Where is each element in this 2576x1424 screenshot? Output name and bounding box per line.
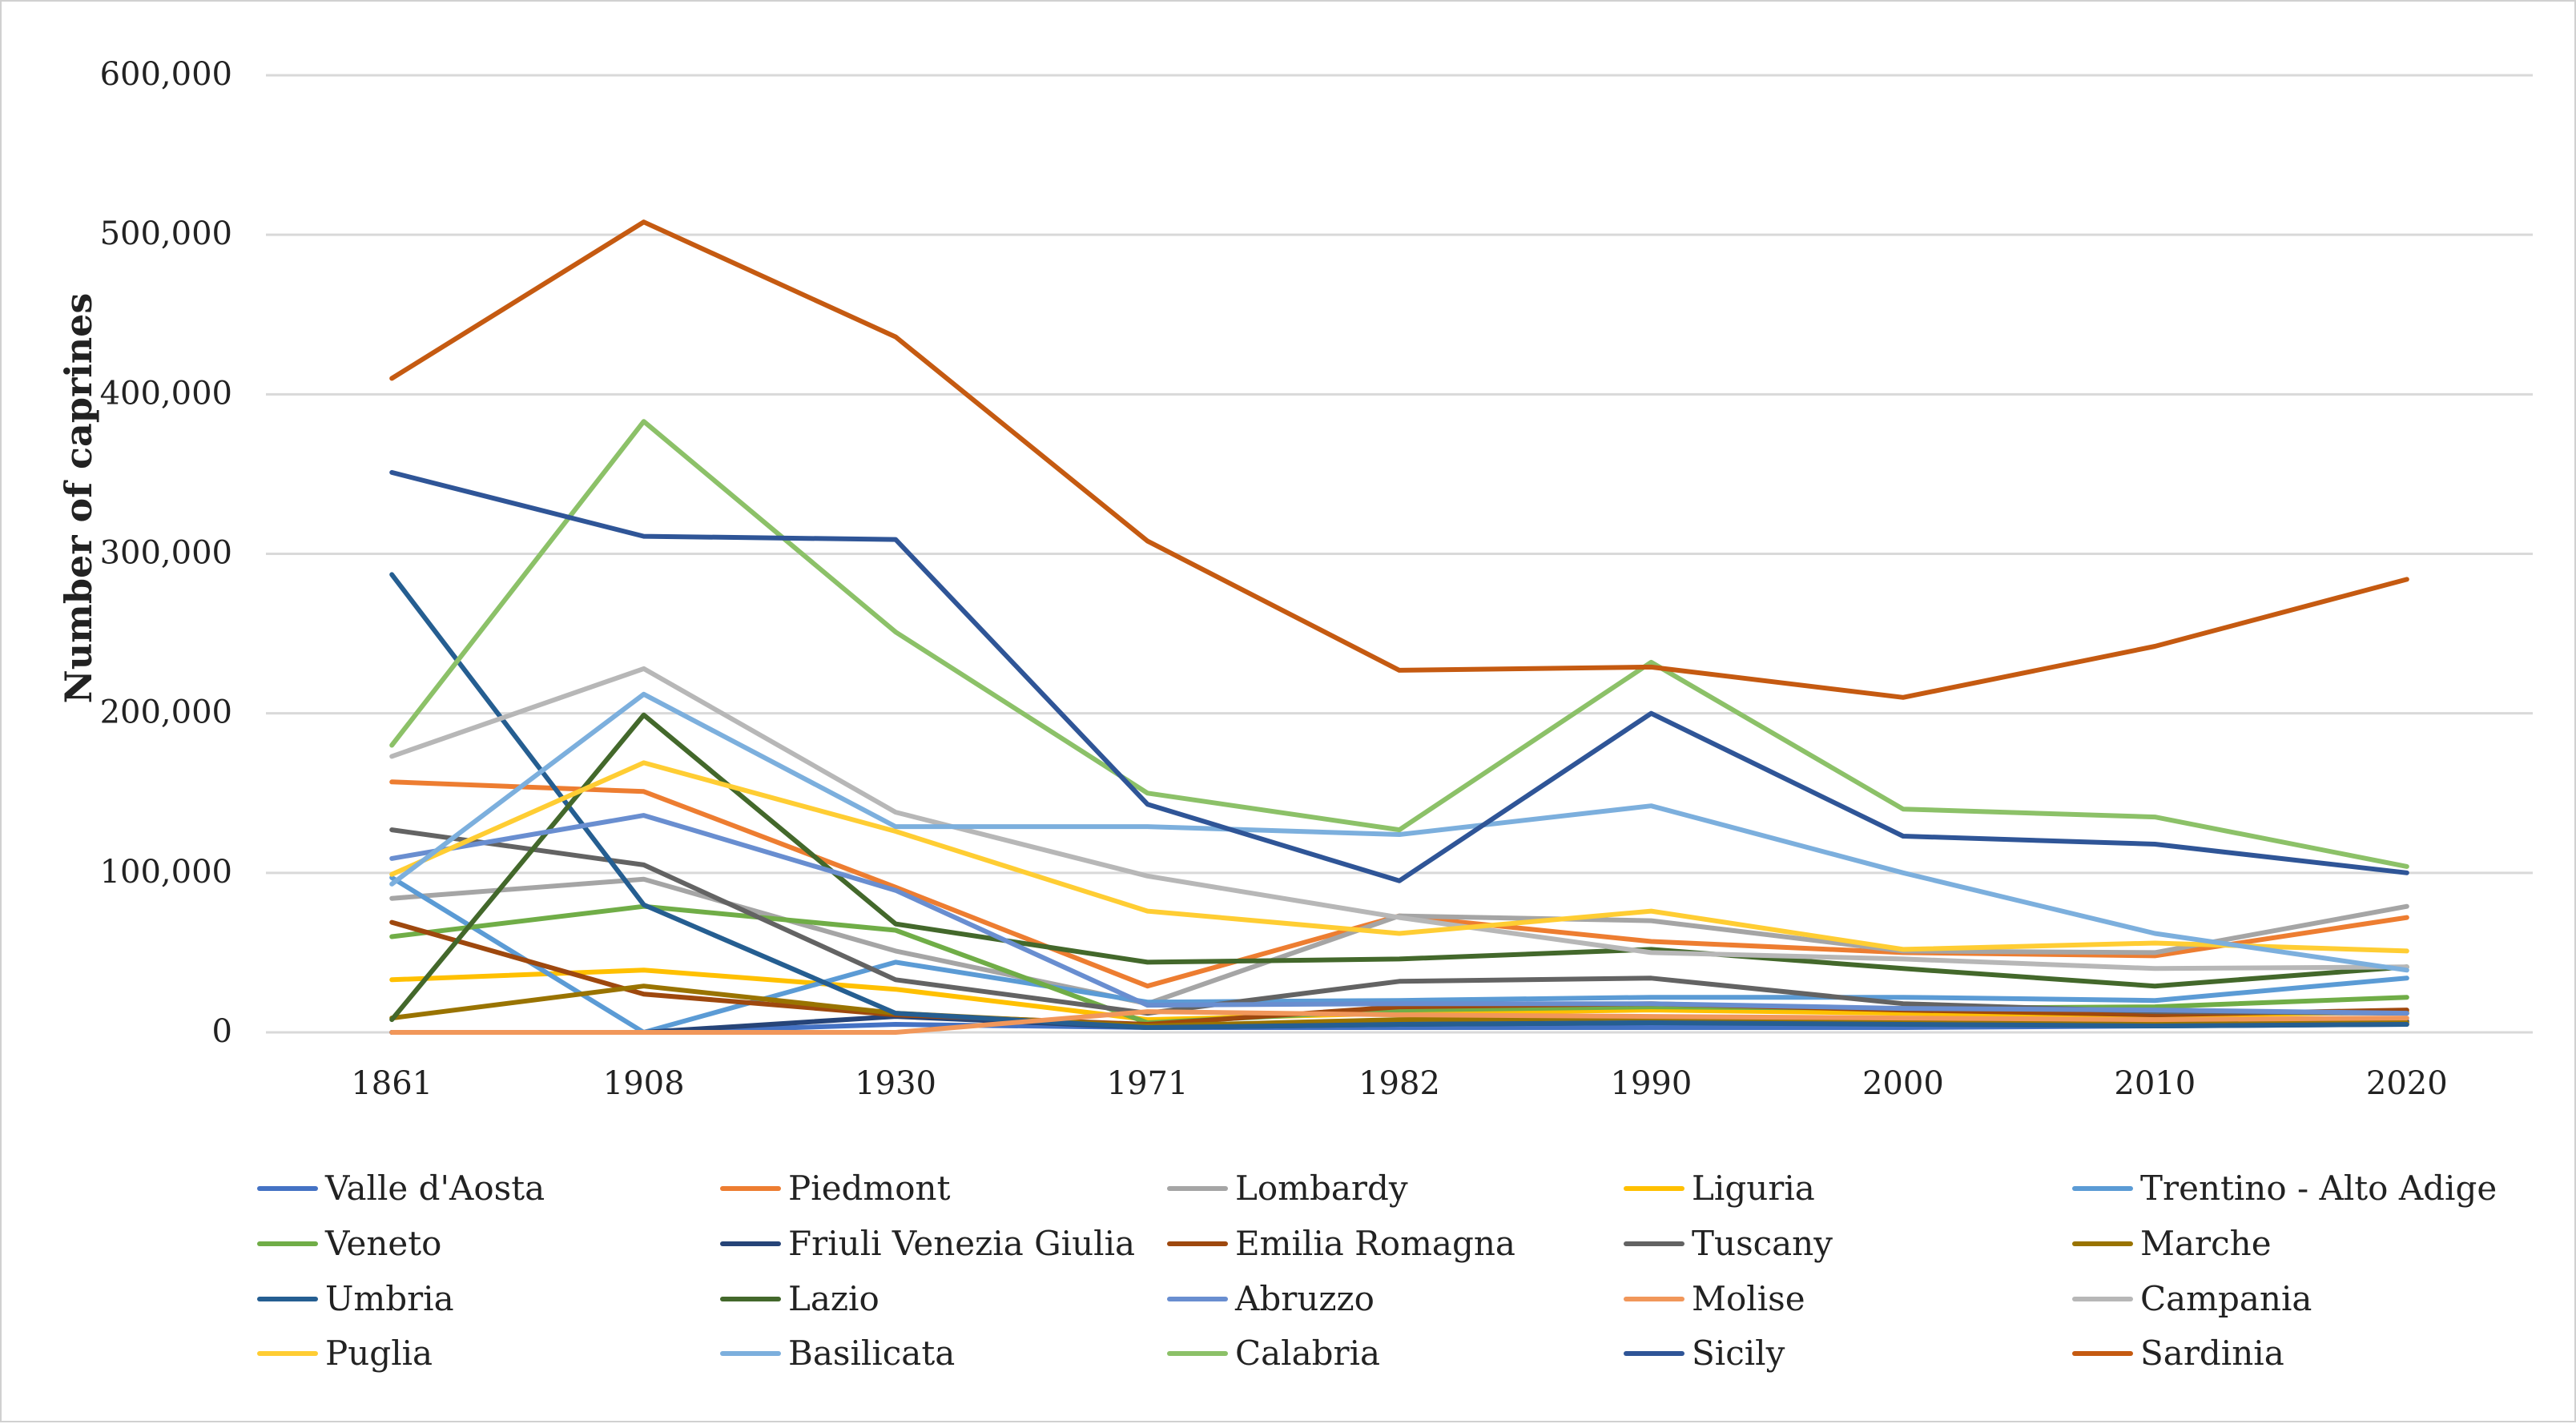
legend-item-abruzzo: Abruzzo (1167, 1279, 1375, 1318)
y-axis-ticks: 0 100,000 200,000 300,000 400,000 500,000 600,… (100, 56, 232, 1050)
legend-label: Piedmont (788, 1169, 951, 1208)
legend-item-marche: Marche (2072, 1224, 2272, 1263)
legend-label: Sicily (1692, 1333, 1785, 1373)
series-line-basilicata (389, 691, 2409, 973)
legend-item-liguria: Liguria (1624, 1169, 1815, 1208)
y-axis-title: Number of caprines (57, 293, 100, 704)
legend-label: Valle d'Aosta (324, 1169, 545, 1208)
x-axis-ticks: 1861 1908 1930 1971 1982 1990 2000 2010 2020 (351, 1065, 2447, 1102)
series-line-lombardy (389, 876, 2409, 1007)
x-tick-label: 1930 (855, 1065, 936, 1102)
series-line-campania (389, 666, 2409, 971)
legend-label: Tuscany (1692, 1224, 1833, 1263)
x-tick-label: 1982 (1358, 1065, 1440, 1102)
series-line-sardinia (389, 219, 2409, 700)
series-line-calabria (389, 419, 2409, 869)
legend-item-trentino-alto-adige: Trentino - Alto Adige (2072, 1169, 2497, 1208)
legend-label: Molise (1692, 1279, 1805, 1318)
legend-label: Marche (2140, 1224, 2272, 1263)
legend-label: Friuli Venezia Giulia (788, 1224, 1135, 1263)
legend-item-molise: Molise (1624, 1279, 1805, 1318)
legend-item-lombardy: Lombardy (1167, 1169, 1408, 1208)
series-line-sicily (389, 469, 2409, 883)
legend-item-veneto: Veneto (257, 1224, 441, 1263)
series-line-umbria (389, 572, 2409, 1030)
series-line-puglia (389, 760, 2409, 954)
y-tick-label: 600,000 (100, 56, 232, 93)
x-tick-label: 1861 (351, 1065, 433, 1102)
series-line-abruzzo (389, 813, 2409, 1016)
legend-item-tuscany: Tuscany (1624, 1224, 1833, 1263)
y-tick-label: 100,000 (100, 854, 232, 891)
legend-label: Abruzzo (1234, 1279, 1375, 1318)
y-tick-label: 500,000 (100, 215, 232, 252)
legend-item-umbria: Umbria (257, 1279, 454, 1318)
legend-label: Umbria (325, 1279, 454, 1318)
legend-item-piedmont: Piedmont (720, 1169, 951, 1208)
legend-label: Veneto (324, 1224, 441, 1263)
legend-item-emilia-romagna: Emilia Romagna (1167, 1224, 1515, 1263)
series-line-piedmont (389, 779, 2409, 989)
y-tick-label: 300,000 (100, 535, 232, 572)
legend-item-calabria: Calabria (1167, 1333, 1380, 1373)
legend-label: Puglia (325, 1333, 433, 1373)
legend-item-sicily: Sicily (1624, 1333, 1785, 1373)
y-tick-label: 400,000 (100, 375, 232, 412)
legend-label: Lombardy (1235, 1169, 1408, 1208)
series-lines (389, 219, 2409, 1035)
x-tick-label: 2000 (1862, 1065, 1944, 1102)
legend-label: Basilicata (788, 1333, 955, 1373)
legend-item-campania: Campania (2072, 1279, 2312, 1318)
legend-item-basilicata: Basilicata (720, 1333, 955, 1373)
series-line-molise (389, 1009, 2409, 1035)
legend-label: Trentino - Alto Adige (2140, 1169, 2497, 1208)
legend-label: Campania (2140, 1279, 2312, 1318)
y-tick-label: 200,000 (100, 694, 232, 731)
x-tick-label: 2020 (2366, 1065, 2448, 1102)
legend-label: Lazio (788, 1279, 879, 1318)
legend-item-sardinia: Sardinia (2072, 1333, 2284, 1373)
legend-label: Calabria (1235, 1333, 1380, 1373)
x-tick-label: 1990 (1611, 1065, 1693, 1102)
legend-label: Emilia Romagna (1235, 1224, 1515, 1263)
x-tick-label: 1971 (1107, 1065, 1189, 1102)
legend-item-valle-d-aosta: Valle d'Aosta (257, 1169, 545, 1208)
series-line-emilia-romagna (389, 919, 2409, 1027)
legend: Valle d'Aosta Piedmont Lombardy Liguria Tren… (257, 1169, 2497, 1373)
x-tick-label: 2010 (2114, 1065, 2196, 1102)
legend-item-puglia: Puglia (257, 1333, 433, 1373)
series-line-trentino-alto-adige (389, 875, 2409, 1035)
legend-label: Liguria (1692, 1169, 1815, 1208)
legend-item-friuli-venezia-giulia: Friuli Venezia Giulia (720, 1224, 1135, 1263)
y-tick-label: 0 (212, 1013, 232, 1050)
gridlines (266, 74, 2533, 1034)
legend-item-lazio: Lazio (720, 1279, 879, 1318)
legend-label: Sardinia (2140, 1333, 2284, 1373)
x-tick-label: 1908 (603, 1065, 685, 1102)
